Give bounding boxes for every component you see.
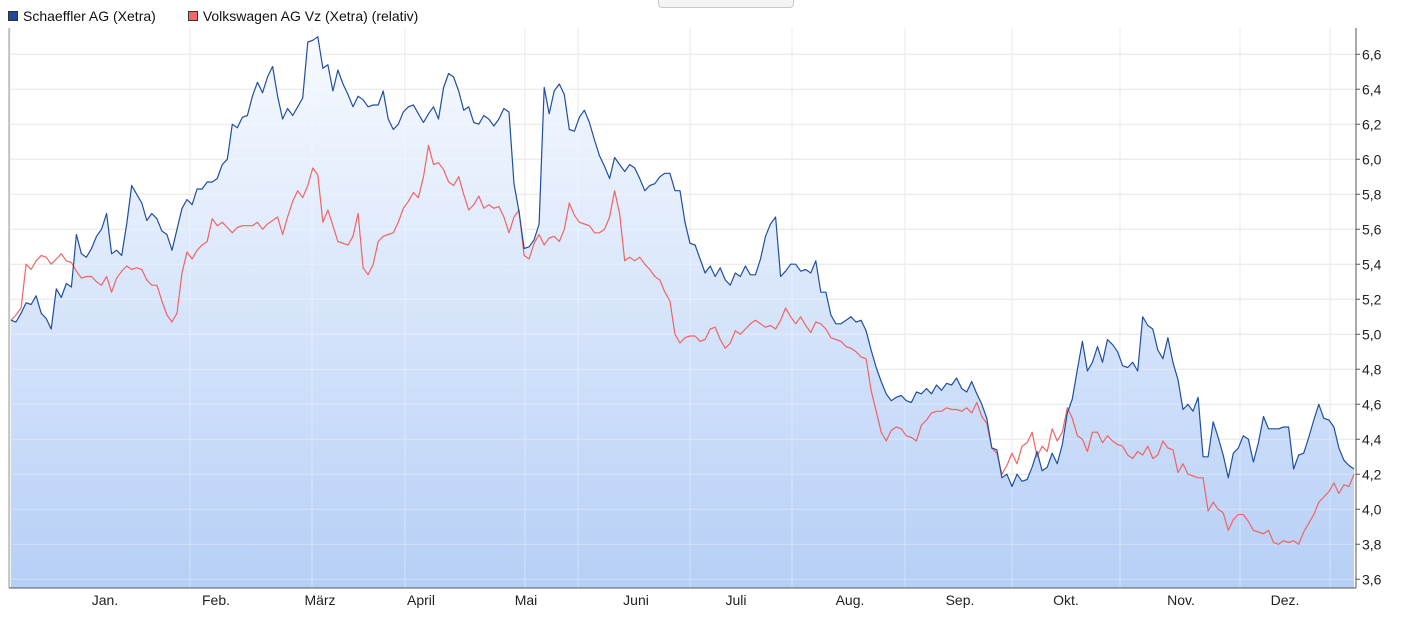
series-schaeffler-area [11,36,1354,588]
x-axis-tick-labels: Jan. Feb. März April Mai Juni Juli Aug. Sep. Okt.… [92,592,1300,608]
y-tick-label: 5,2 [1362,291,1382,307]
x-tick-label: Juni [623,592,649,608]
x-tick-label: Okt. [1053,592,1079,608]
y-tick-label: 5,6 [1362,221,1382,237]
legend-label-volkswagen: Volkswagen AG Vz (Xetra) (relativ) [202,8,419,24]
x-tick-label: Aug. [836,592,865,608]
x-tick-label: Juli [725,592,746,608]
y-tick-label: 3,6 [1362,571,1382,587]
plot-frame [8,28,1357,589]
legend-label-schaeffler: Schaeffler AG (Xetra) [23,8,156,24]
y-axis-tick-labels: 6,6 6,4 6,2 6,0 5,8 5,6 5,4 5,2 5,0 4,8 4,6 4,4 4,2 4… [1356,46,1382,587]
y-tick-label: 4,6 [1362,396,1382,412]
y-tick-label: 3,8 [1362,536,1382,552]
y-tick-label: 4,4 [1362,431,1382,447]
y-tick-label: 6,6 [1362,46,1382,62]
legend-item-volkswagen[interactable]: Volkswagen AG Vz (Xetra) (relativ) [187,8,419,24]
series-layer [9,28,1356,588]
y-tick-label: 4,0 [1362,501,1382,517]
x-tick-label: Mai [515,592,538,608]
y-tick-label: 5,0 [1362,326,1382,342]
legend-swatch-schaeffler [8,11,18,21]
x-tick-label: Feb. [202,592,230,608]
chart-legend: Schaeffler AG (Xetra) Volkswagen AG Vz (… [8,7,450,25]
x-tick-label: März [304,592,335,608]
y-tick-label: 6,0 [1362,151,1382,167]
y-tick-label: 5,8 [1362,186,1382,202]
y-tick-label: 4,2 [1362,466,1382,482]
y-tick-label: 5,4 [1362,256,1382,272]
y-tick-label: 6,4 [1362,81,1382,97]
x-tick-label: Jan. [92,592,118,608]
x-tick-label: Dez. [1271,592,1300,608]
x-tick-label: April [407,592,435,608]
y-tick-label: 6,2 [1362,116,1382,132]
legend-item-schaeffler[interactable]: Schaeffler AG (Xetra) [8,8,156,24]
y-tick-label: 4,8 [1362,361,1382,377]
series-volkswagen-line [10,144,1355,545]
series-schaeffler-line [10,36,1355,488]
legend-swatch-volkswagen [187,11,198,21]
x-tick-label: Nov. [1167,592,1195,608]
x-tick-label: Sep. [946,592,975,608]
top-handle-tab[interactable] [658,0,794,8]
